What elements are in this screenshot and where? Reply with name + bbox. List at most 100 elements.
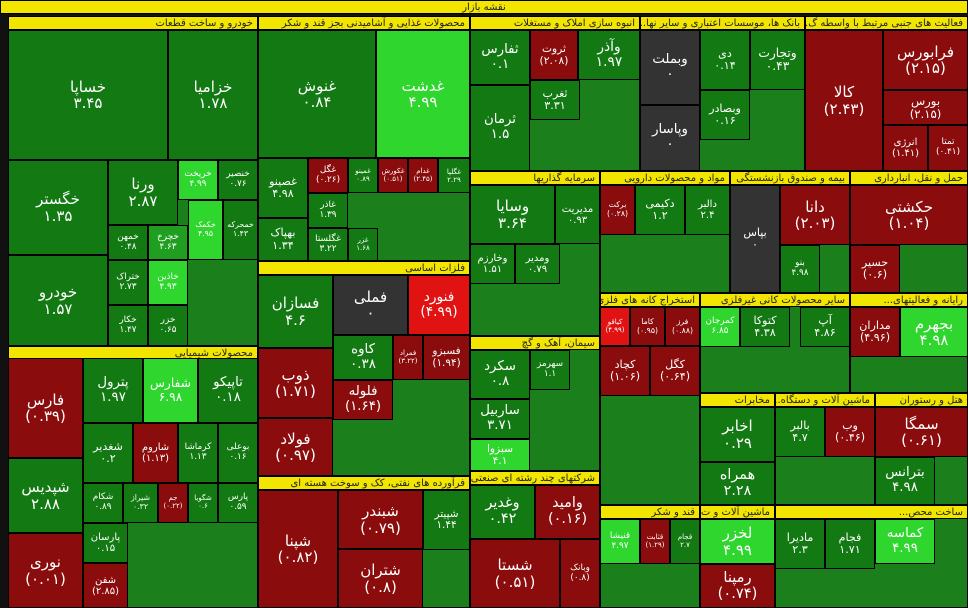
sector-header: ماشین آلات و ت... [700, 505, 775, 519]
stock-tile: بهپاک ۱.۳۴ [258, 218, 308, 261]
stock-symbol: کتوکا [753, 313, 777, 327]
stock-change: ۴.۶۳ [159, 241, 177, 252]
stock-change: ۴.۹۸ [919, 331, 949, 349]
stock-change: ۰.۹۳ [567, 214, 588, 226]
map-title: نقشه بازار [0, 0, 968, 14]
stock-change: ۰.۳۲ [133, 502, 148, 511]
stock-symbol: وبانک [570, 562, 590, 573]
stock-symbol: کرماشا [184, 442, 212, 453]
stock-change: ۱.۳۵ [43, 206, 73, 225]
stock-change: ۲.۸۸ [31, 494, 60, 513]
stock-symbol: تمتا [941, 137, 955, 148]
stock-change: ۰.۴۲ [488, 511, 517, 527]
stock-symbol: وپاسار [652, 122, 688, 138]
stock-change: ۳.۳۱ [544, 99, 566, 112]
stock-tile: فولاد (۰.۹۷) [258, 418, 333, 476]
stock-symbol: انرژی [893, 137, 918, 148]
stock-symbol: رمپنا [723, 568, 752, 586]
stock-tile: بترانس ۴.۹۸ [875, 457, 935, 505]
stock-change: ۱.۱ [543, 369, 557, 379]
stock-symbol: سمگا [904, 414, 939, 433]
stock-symbol: غزر [357, 235, 369, 244]
stock-change: (۰.۸۲) [277, 548, 319, 566]
stock-symbol: همراه [719, 466, 756, 483]
sector-header: حمل و نقل، انبارداری [850, 171, 968, 185]
stock-change: (۰.۶۱) [901, 431, 942, 449]
stock-change: ۳.۴۵ [73, 94, 103, 112]
sector-header: سایر محصولات کانی غیرفلزی [700, 293, 850, 307]
stock-change: ۱.۶۸ [356, 243, 370, 252]
stock-symbol: غکورش [381, 166, 405, 175]
stock-change: ۴.۹۹ [723, 540, 752, 559]
sector-header: سرمایه گذاریها [470, 171, 600, 185]
stock-symbol: نوری [30, 553, 61, 571]
sector-header: ماشین آلات و دستگاه... [775, 393, 875, 407]
stock-tile: غنوش ۰.۸۴ [258, 30, 376, 158]
stock-tile: قنیشا ۴.۹۷ [600, 519, 640, 564]
stock-symbol: شپیتر [434, 507, 459, 520]
stock-change: ۴.۷ [792, 431, 808, 444]
stock-tile: سمگا (۰.۶۱) [875, 407, 968, 457]
stock-symbol: وتجارت [758, 45, 797, 60]
stock-symbol: بهپاک [270, 226, 296, 240]
stock-symbol: خزر [160, 314, 176, 325]
stock-symbol: غگل [319, 164, 337, 175]
stock-change: (۲.۴۳) [823, 99, 865, 118]
stock-symbol: وبملت [652, 51, 688, 67]
stock-change: ۰ [666, 66, 674, 82]
stock-symbol: وخارزم [477, 253, 508, 264]
stock-symbol: شغدیر [93, 439, 123, 453]
stock-change: ۴.۱ [492, 454, 508, 467]
stock-tile: خکمک ۴.۹۵ [188, 200, 223, 260]
stock-change: ۱.۳۴ [272, 238, 294, 252]
stock-tile: خساپا ۳.۴۵ [8, 30, 168, 160]
stock-tile: غاذر ۱.۳۹ [308, 193, 348, 228]
stock-change: (۲.۱۵) [909, 106, 942, 121]
stock-tile: لخزر ۴.۹۹ [700, 519, 775, 564]
stock-change: ۰.۸۴ [302, 93, 332, 111]
sector-header: بانک ها، موسسات اعتباری و سایر نها... [640, 16, 805, 30]
stock-tile: کتوکا ۴.۳۸ [740, 307, 790, 347]
stock-tile: خنصیر ۰.۷۶ [218, 160, 258, 200]
stock-tile: همراه ۲.۲۸ [700, 462, 775, 505]
stock-tile: شگویا ۰.۶ [188, 483, 218, 523]
stock-change: ۰.۱۵ [95, 543, 116, 554]
stock-symbol: شیراز [130, 493, 151, 503]
sector-header: استخراج کانه های فلزی [600, 293, 700, 307]
stock-tile: فسازان ۴.۶ [258, 275, 333, 348]
stock-tile: کیاقو (۴.۹۹) [600, 307, 630, 346]
stock-change: ۴.۶ [285, 310, 306, 329]
stock-symbol: فلوله [348, 384, 378, 400]
stock-tile: بوعلی ۰.۱۶ [218, 423, 258, 483]
stock-change: (۰.۷۹) [360, 518, 401, 537]
stock-symbol: خگستر [36, 190, 80, 208]
stock-change: (۰.۸) [364, 577, 397, 596]
stock-tile: غزر ۱.۶۸ [348, 228, 378, 261]
stock-tile: غگلپا ۲.۲۹ [438, 158, 470, 193]
stock-symbol: ثرمان [483, 112, 517, 128]
stock-change: ۰.۱ [490, 56, 510, 72]
stock-change: ۳.۷۱ [487, 418, 513, 433]
stock-change: ۱.۵ [490, 127, 510, 142]
stock-change: (۰.۲۸) [606, 209, 629, 218]
stock-tile: بپاس ۰ [730, 185, 780, 293]
stock-symbol: کگل [665, 357, 685, 371]
stock-tile: خمحرکه ۱.۴۳ [223, 200, 258, 260]
stock-tile: شکام ۰.۸۹ [83, 483, 123, 523]
stock-tile: اخابر ۰.۲۹ [700, 407, 775, 462]
stock-change: ۰.۸ [490, 373, 510, 389]
stock-symbol: ساربیل [480, 403, 520, 419]
stock-tile: وپاسار ۰ [640, 105, 700, 171]
stock-tile: غکورش (۰.۵۱) [378, 158, 408, 193]
stock-change: (۰.۸۸) [671, 325, 694, 335]
stock-tile: خمهن ۰.۴۸ [108, 225, 148, 260]
stock-change: ۲.۸۷ [128, 191, 158, 210]
stock-symbol: پارس [227, 492, 249, 503]
sector-header: بیمه و صندوق بازنشستگی [730, 171, 850, 185]
stock-tile: سکرد ۰.۸ [470, 350, 530, 399]
stock-symbol: حکشتی [885, 197, 933, 216]
stock-symbol: شتران [360, 561, 401, 579]
stock-symbol: غگلپا [446, 166, 462, 176]
stock-symbol: ثروت [541, 42, 567, 56]
